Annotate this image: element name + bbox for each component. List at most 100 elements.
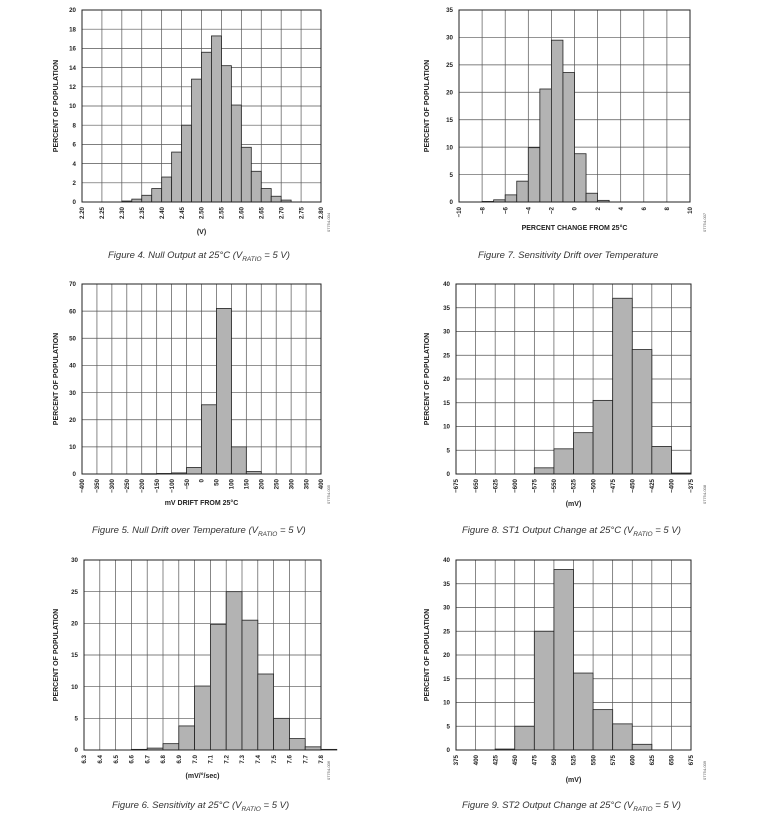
bar (225, 591, 243, 751)
chart-st2-output-change: 0 5 10 15 20 25 30 35 40 375 400 425 450 475 500 525 550… (386, 544, 773, 815)
x-tick-label: 2.50 (199, 206, 206, 219)
caption-subscript: RATIO (257, 530, 278, 538)
x-tick-label: 425 (492, 754, 499, 765)
y-tick-label: 70 (69, 281, 76, 288)
bar (201, 51, 212, 203)
x-tick-label: 450 (512, 754, 519, 765)
bar (151, 188, 163, 203)
y-tick-label: 40 (443, 281, 450, 288)
x-tick-label: 650 (669, 754, 676, 765)
y-tick-label: 15 (443, 676, 450, 683)
plot-frame (455, 283, 692, 475)
x-tick-label: 550 (590, 754, 597, 765)
figure-caption: Figure 4. Null Output at 25°C (VRATIO = … (108, 250, 290, 263)
y-tick-label: 15 (446, 117, 453, 124)
figure-number: Figure 6. (112, 800, 150, 811)
y-tick-label: 35 (443, 581, 450, 588)
y-tick-label: 15 (443, 400, 450, 407)
bar (211, 35, 222, 203)
bar (221, 65, 232, 203)
y-tick-label: 0 (75, 747, 79, 754)
y-tick-label: 40 (443, 557, 450, 564)
bar (553, 448, 574, 475)
x-tick-label: 250 (273, 478, 280, 489)
y-tick-label: 20 (446, 89, 453, 96)
x-tick-label: 6.4 (97, 754, 104, 763)
bar (241, 619, 259, 751)
x-tick-label: −475 (610, 478, 617, 492)
y-tick-label: 25 (446, 62, 453, 69)
x-tick-label: 100 (229, 478, 236, 489)
x-tick-label: 6.9 (176, 754, 183, 763)
bar (194, 685, 211, 751)
y-tick-label: 25 (71, 589, 78, 596)
bar (201, 404, 217, 475)
x-tick-label: −50 (184, 478, 191, 489)
chart-sensitivity-drift: 0 5 10 15 20 25 30 35 −10 −8 −6 −4 −2 0 2 4 6 8 10 PERCENT … (386, 0, 773, 272)
y-tick-label: 20 (69, 7, 76, 14)
bar (273, 717, 290, 751)
y-tick-label: 20 (443, 652, 450, 659)
bar (562, 72, 575, 203)
y-tick-label: 10 (69, 103, 76, 110)
caption-tail: = 5 V) (260, 800, 290, 811)
x-axis-label: (mV/°/sec) (186, 772, 220, 780)
chart-svg: 0 10 20 30 40 50 60 70 −400 −350 −300 −250 −200 −150 −… (53, 281, 331, 507)
x-tick-label: −675 (453, 478, 460, 492)
y-tick-label: 25 (443, 352, 450, 359)
x-tick-label: 6.5 (113, 754, 120, 763)
x-tick-label: 2.25 (99, 206, 106, 219)
x-tick-label: 7.6 (287, 754, 294, 763)
x-tick-label: 6.6 (129, 754, 136, 763)
x-tick-label: 7.8 (318, 754, 325, 763)
x-tick-label: −300 (109, 478, 116, 492)
y-tick-label: 30 (446, 35, 453, 42)
x-tick-label: 2.60 (239, 206, 246, 219)
figure-code: 07754-007 (702, 212, 707, 232)
y-tick-label: 14 (69, 65, 76, 72)
x-tick-label: 2.80 (318, 206, 325, 219)
x-tick-label: −525 (571, 478, 578, 492)
plot-frame (81, 283, 322, 475)
x-tick-label: 400 (473, 754, 480, 765)
y-tick-label: 10 (69, 444, 76, 451)
bar (550, 39, 564, 203)
figure-caption: Figure 6. Sensitivity at 25°C (VRATIO = … (112, 800, 289, 813)
y-tick-label: 30 (69, 390, 76, 397)
x-tick-label: 6.7 (144, 754, 151, 763)
bar (592, 709, 614, 751)
x-tick-label: 6 (641, 206, 648, 210)
x-tick-label: −2 (549, 206, 556, 214)
chart-svg: 0 5 10 15 20 25 30 35 40 375 400 425 450 475 500 525 550… (424, 557, 707, 784)
x-tick-label: 7.7 (302, 754, 309, 763)
bar (209, 624, 227, 751)
x-tick-label: 2.20 (79, 206, 86, 219)
caption-tail: = 5 V) (652, 800, 681, 811)
chart-sensitivity: 0 5 10 15 20 25 30 6.3 6.4 6.5 6.6 6.7 6.8 6.9 7.0 7.1 7… (0, 544, 386, 815)
figure-code: 07754-006 (326, 760, 331, 780)
y-tick-label: 30 (443, 605, 450, 612)
x-tick-label: 600 (629, 754, 636, 765)
y-tick-label: 18 (69, 26, 76, 33)
x-axis-label: (mV) (566, 501, 582, 508)
chart-svg: 0 5 10 15 20 25 30 35 40 −675 −650 −625 −600 −575 −550… (424, 281, 707, 508)
bar (574, 153, 587, 203)
x-axis-label: PERCENT CHANGE FROM 25°C (522, 224, 628, 232)
bar (288, 738, 306, 751)
bar (320, 748, 338, 751)
y-tick-label: 5 (447, 723, 451, 730)
x-tick-label: 575 (610, 754, 617, 765)
x-axis-label: mV DRIFT FROM 25°C (165, 499, 239, 507)
y-tick-label: 15 (71, 652, 78, 659)
x-tick-label: 625 (649, 754, 656, 765)
x-tick-label: 7.5 (271, 754, 278, 763)
x-tick-label: 400 (318, 478, 325, 489)
figure-number: Figure 5. (92, 525, 130, 536)
x-tick-label: 2.65 (258, 206, 265, 219)
x-tick-label: 350 (303, 478, 310, 489)
y-tick-label: 10 (446, 144, 453, 151)
chart-st1-output-change: 0 5 10 15 20 25 30 35 40 −675 −650 −625 −600 −575 −550… (386, 272, 773, 544)
x-tick-label: −250 (124, 478, 131, 492)
x-tick-label: −4 (526, 206, 533, 214)
bar (141, 194, 153, 203)
